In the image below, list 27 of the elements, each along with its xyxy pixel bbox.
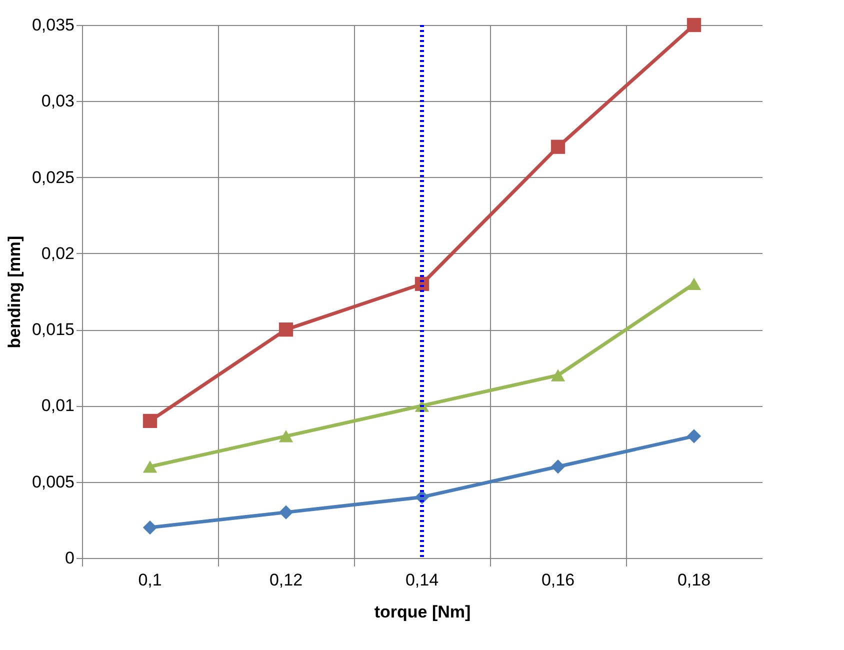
x-tick-label: 0,14	[405, 570, 439, 590]
y-tick-label: 0,005	[32, 472, 74, 492]
point	[550, 140, 566, 154]
x-tick-label: 0,16	[541, 570, 575, 590]
y-axis-title: bending [mm]	[4, 236, 24, 348]
y-tick-label: 0,02	[41, 244, 74, 263]
point	[550, 369, 566, 382]
y-tick-label: 0,01	[41, 396, 74, 416]
point	[550, 460, 566, 474]
point	[686, 429, 702, 444]
point	[278, 505, 294, 520]
x-tick-label: 0,1	[138, 570, 162, 590]
x-tick-label: 0,18	[677, 570, 711, 590]
point	[686, 278, 702, 290]
point	[142, 520, 158, 535]
y-tick-label: 0,03	[41, 92, 74, 111]
y-tick-label: 0,025	[32, 168, 74, 187]
y-tick-label: 0,035	[32, 16, 74, 34]
point	[142, 414, 158, 428]
x-axis-title: torque [Nm]	[374, 602, 471, 622]
x-tick-label: 0,12	[269, 570, 303, 590]
point	[686, 18, 702, 32]
point	[278, 430, 294, 442]
point	[142, 460, 158, 473]
y-tick-label: 0	[65, 548, 74, 568]
point	[278, 322, 294, 337]
y-tick-label: 0,015	[32, 320, 74, 340]
